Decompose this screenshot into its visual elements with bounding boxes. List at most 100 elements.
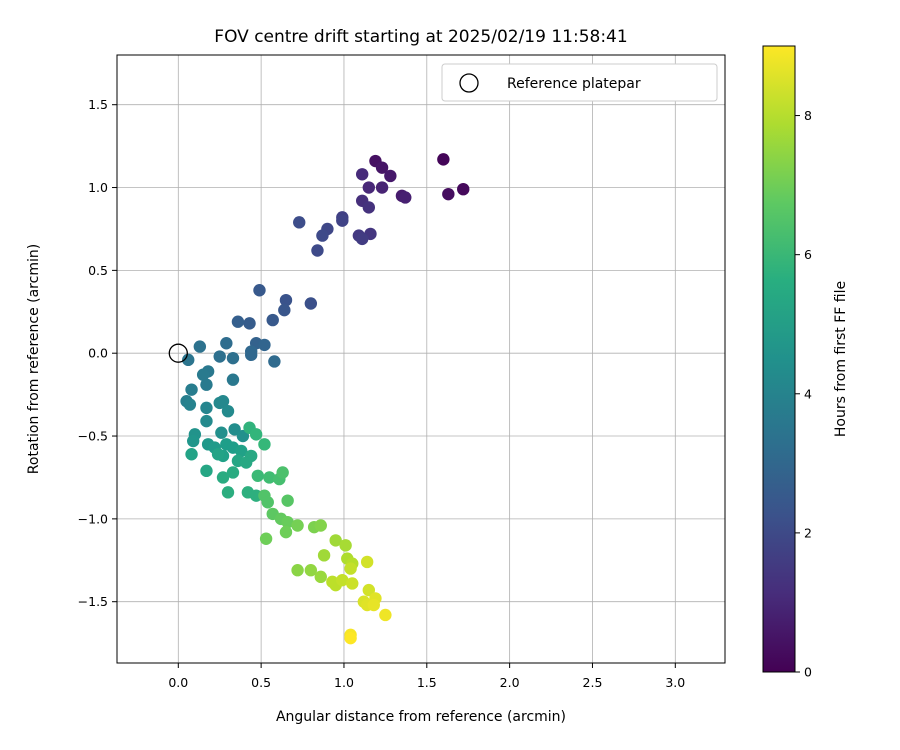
y-tick-label: 0.0	[88, 346, 108, 361]
scatter-point	[220, 337, 233, 350]
scatter-point	[355, 168, 369, 181]
scatter-point	[362, 181, 376, 194]
x-tick-label: 3.0	[665, 675, 685, 690]
scatter-point	[362, 201, 376, 214]
x-axis-label: Angular distance from reference (arcmin)	[276, 709, 566, 725]
scatter-point	[314, 519, 327, 532]
scatter-point	[367, 598, 380, 612]
scatter-point	[266, 313, 279, 327]
x-tick-label: 2.5	[583, 675, 603, 690]
scatter-point	[187, 434, 200, 448]
y-tick-label: −1.5	[78, 594, 108, 609]
y-tick-label: 0.5	[88, 263, 108, 278]
scatter-point	[457, 182, 470, 196]
colorbar-tick-label: 4	[804, 386, 812, 401]
scatter-point	[379, 608, 392, 622]
scatter-point	[216, 471, 230, 484]
colorbar-tick-label: 0	[804, 665, 812, 680]
scatter-point	[243, 317, 256, 330]
scatter-point	[182, 353, 195, 367]
scatter-point	[346, 577, 359, 590]
scatter-point	[375, 161, 389, 174]
x-tick-label: 1.5	[417, 675, 437, 690]
scatter-point	[221, 486, 235, 499]
scatter-points	[180, 153, 470, 645]
scatter-point	[196, 368, 210, 381]
scatter-point	[226, 466, 240, 479]
scatter-point	[281, 494, 294, 507]
scatter-point	[215, 426, 228, 439]
scatter-point	[336, 573, 349, 587]
scatter-point	[344, 562, 357, 575]
scatter-point	[276, 466, 289, 479]
y-tick-label: 1.0	[88, 180, 108, 195]
scatter-point	[221, 404, 235, 418]
scatter-point	[200, 464, 213, 478]
scatter-point	[231, 315, 245, 328]
scatter-point	[293, 216, 306, 229]
scatter-point	[281, 515, 294, 529]
scatter-point	[442, 187, 455, 201]
chart-title: FOV centre drift starting at 2025/02/19 …	[214, 27, 627, 47]
scatter-point	[185, 383, 198, 396]
scatter-point	[339, 539, 352, 552]
scatter-point	[258, 338, 271, 352]
scatter-point	[311, 244, 324, 257]
scatter-point	[344, 631, 357, 645]
x-axis-ticks: 0.0 0.5 1.0 1.5 2.0 2.5 3.0	[168, 663, 685, 690]
scatter-point	[304, 297, 318, 310]
x-tick-label: 1.0	[334, 675, 354, 690]
colorbar-ticks: 0 2 4 6 8	[795, 108, 812, 680]
scatter-point	[183, 398, 197, 411]
scatter-point	[317, 549, 331, 562]
scatter-point	[211, 448, 225, 461]
scatter-point	[200, 378, 213, 391]
scatter-point	[362, 583, 376, 597]
scatter-point	[261, 496, 274, 509]
scatter-point	[244, 348, 258, 362]
scatter-point	[375, 181, 389, 194]
scatter-point	[200, 401, 213, 415]
colorbar-tick-label: 6	[804, 247, 812, 262]
scatter-point	[291, 564, 304, 577]
plot-frame	[116, 54, 726, 664]
colorbar-tick-label: 2	[804, 525, 812, 540]
reference-point-marker	[168, 343, 188, 363]
scatter-point	[291, 519, 304, 532]
scatter-point	[253, 284, 266, 297]
y-axis-ticks: −1.5 −1.0 −0.5 0.0 0.5 1.0 1.5	[78, 97, 117, 609]
scatter-point	[279, 525, 293, 539]
scatter-point	[235, 444, 248, 458]
colorbar-gradient	[762, 45, 796, 673]
scatter-point	[304, 564, 318, 577]
scatter-point	[259, 532, 273, 545]
y-tick-label: 1.5	[88, 97, 108, 112]
scatter-point	[360, 555, 374, 569]
scatter-point	[316, 229, 329, 242]
scatter-point	[200, 414, 213, 428]
scatter-point	[216, 395, 230, 408]
x-tick-label: 0.5	[251, 675, 271, 690]
y-axis-label: Rotation from reference (arcmin)	[26, 244, 42, 474]
scatter-point	[355, 232, 369, 246]
scatter-point	[329, 534, 342, 547]
colorbar: 0 2 4 6 8 Hours from first FF file	[762, 45, 849, 680]
legend-marker	[459, 73, 479, 93]
scatter-point	[384, 169, 397, 183]
scatter-point	[399, 191, 412, 204]
scatter-point	[437, 153, 450, 166]
x-tick-label: 2.0	[500, 675, 520, 690]
scatter-point	[226, 351, 240, 365]
y-tick-label: −1.0	[78, 511, 108, 526]
scatter-point	[268, 355, 281, 368]
colorbar-tick-label: 8	[804, 108, 812, 123]
scatter-point	[258, 438, 271, 451]
scatter-point	[279, 293, 293, 307]
legend-label: Reference platepar	[507, 76, 641, 92]
scatter-point	[236, 429, 250, 443]
y-tick-label: −0.5	[78, 429, 108, 444]
legend-box	[441, 63, 718, 102]
colorbar-label: Hours from first FF file	[833, 281, 849, 437]
scatter-point	[251, 469, 265, 482]
